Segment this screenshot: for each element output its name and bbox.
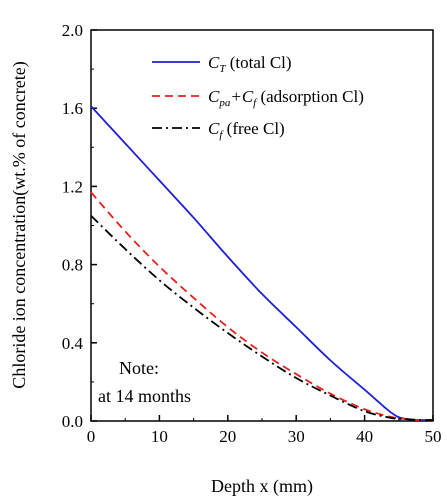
legend-label-total: CT (total Cl) bbox=[208, 53, 292, 75]
note-line-2: at 14 months bbox=[98, 386, 191, 406]
legend-adsorption-mid: +C bbox=[230, 87, 253, 106]
x-tick-label: 0 bbox=[87, 427, 96, 446]
legend-free-rest: (free Cl) bbox=[222, 119, 284, 138]
y-tick-label: 1.2 bbox=[62, 177, 83, 196]
y-tick-label: 1.6 bbox=[62, 99, 83, 118]
x-tick-label: 10 bbox=[151, 427, 168, 446]
legend-total-rest: (total Cl) bbox=[225, 53, 291, 72]
legend-free-sub: f bbox=[219, 129, 224, 141]
series-layer bbox=[90, 105, 434, 421]
legend: CT (total Cl) Cpa+Cf (adsorption Cl) Cf … bbox=[152, 53, 364, 141]
legend-adsorption-main: C bbox=[208, 87, 220, 106]
x-tick-label: 30 bbox=[288, 427, 305, 446]
y-axis-ticks: 0.0 0.4 0.8 1.2 1.6 2.0 bbox=[62, 21, 97, 431]
legend-free-main: C bbox=[208, 119, 220, 138]
legend-adsorption-rest: (adsorption Cl) bbox=[256, 87, 364, 106]
y-axis-title: Chloride ion concentration(wt.% of concr… bbox=[9, 61, 30, 388]
x-axis-ticks: 0 10 20 30 40 50 bbox=[87, 415, 442, 446]
legend-adsorption-sub: pa bbox=[218, 97, 231, 109]
series-line-free-cl bbox=[90, 215, 434, 421]
note-line-1: Note: bbox=[119, 358, 159, 378]
y-tick-label: 2.0 bbox=[62, 21, 83, 40]
legend-total-sub: T bbox=[219, 63, 226, 75]
x-tick-label: 50 bbox=[425, 427, 442, 446]
legend-label-free: Cf (free Cl) bbox=[208, 119, 285, 141]
x-tick-label: 20 bbox=[219, 427, 236, 446]
y-tick-label: 0.0 bbox=[62, 412, 83, 431]
legend-total-main: C bbox=[208, 53, 220, 72]
legend-adsorption-sub2: f bbox=[253, 97, 258, 109]
x-tick-label: 40 bbox=[356, 427, 373, 446]
x-axis-title: Depth x (mm) bbox=[211, 476, 313, 497]
y-tick-label: 0.4 bbox=[62, 334, 84, 353]
y-tick-label: 0.8 bbox=[62, 256, 83, 275]
legend-label-adsorption: Cpa+Cf (adsorption Cl) bbox=[208, 87, 364, 109]
